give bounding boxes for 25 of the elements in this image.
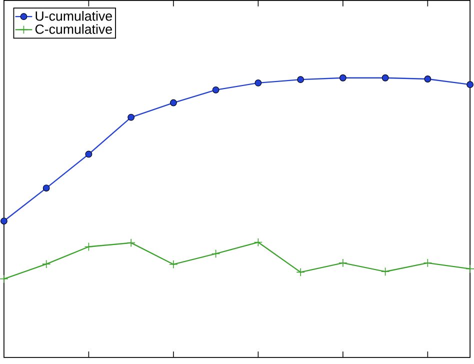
point [126,238,136,248]
point [423,258,432,268]
point [42,184,50,192]
point [380,267,390,276]
point [212,86,220,94]
point [0,217,8,224]
point [424,75,432,82]
point [382,74,389,82]
point [0,274,8,284]
point [170,99,177,106]
point [85,150,92,158]
legend-label: U-cumulative [36,10,112,21]
point [338,258,348,268]
point [42,260,51,268]
point [296,268,305,276]
point [254,79,262,86]
point [297,76,304,83]
point [128,114,135,121]
legend-label: C-cumulative [35,24,112,34]
point [84,242,94,251]
point [466,264,474,274]
point [169,260,178,269]
point [211,249,220,258]
point [254,238,263,247]
point [339,74,346,82]
